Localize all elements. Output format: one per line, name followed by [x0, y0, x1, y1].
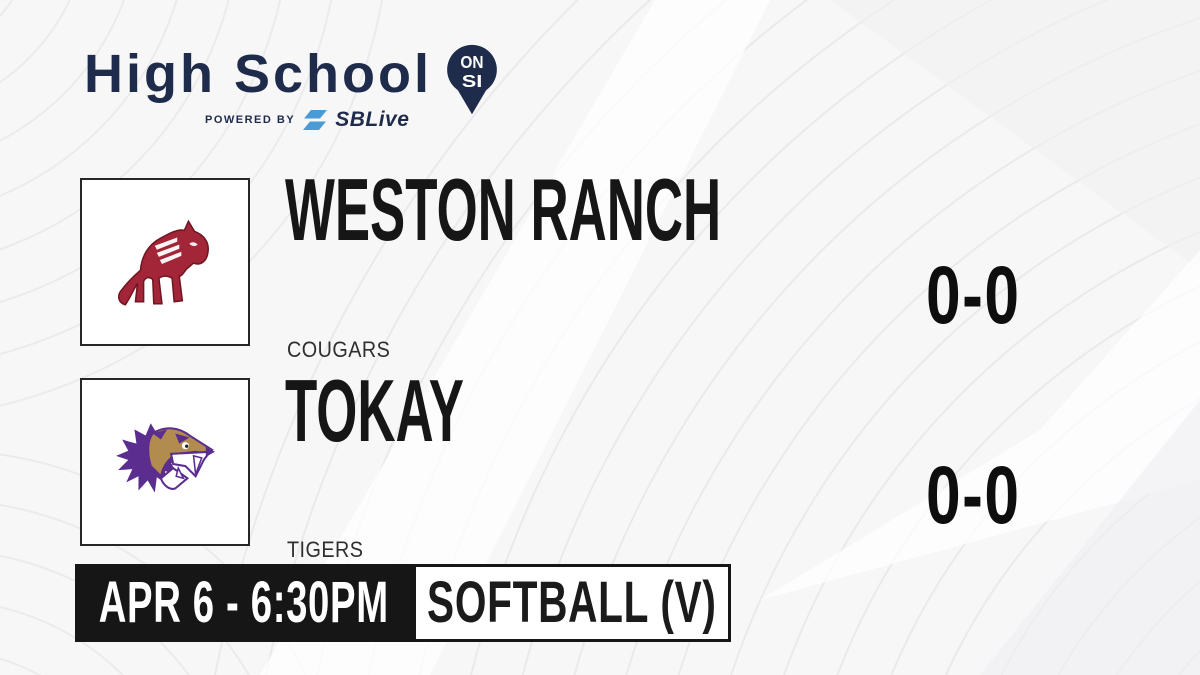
cougar-logo	[118, 219, 209, 306]
team2-mascot-text: TIGERS	[287, 537, 364, 562]
team1-name-text: WESTON RANCH	[285, 160, 722, 259]
game-datetime-text: APR 6 - 6:30PM	[98, 570, 390, 635]
team2-mascot: TIGERS	[287, 539, 372, 561]
sblive-wordmark: SBLive	[335, 108, 410, 131]
team1-name: WESTON RANCH	[285, 166, 1012, 254]
onsi-location-pin-icon: ON SI	[447, 44, 497, 115]
pin-text-on: ON	[460, 52, 483, 72]
pin-text-si: SI	[462, 71, 483, 91]
brand-wordmark: High School	[84, 44, 432, 104]
tiger-logo	[116, 423, 215, 493]
game-datetime-box: APR 6 - 6:30PM	[75, 564, 413, 642]
team2-name: TOKAY	[285, 367, 583, 455]
team1-mascot-text: COUGARS	[287, 337, 391, 362]
sport-level-box: SOFTBALL (V)	[413, 564, 731, 642]
powered-by-label: POWERED BY	[205, 114, 296, 126]
powered-by-row: POWERED BY SBLive	[205, 106, 409, 134]
team2-name-text: TOKAY	[285, 361, 465, 460]
team1-logo-box	[80, 178, 250, 346]
team2-record: 0-0	[878, 455, 1068, 537]
team2-logo-box	[80, 378, 250, 546]
team1-mascot: COUGARS	[287, 339, 402, 361]
team1-record: 0-0	[878, 255, 1068, 337]
sport-level-text: SOFTBALL (V)	[427, 570, 717, 635]
team1-record-text: 0-0	[925, 250, 1021, 341]
team2-record-text: 0-0	[925, 450, 1021, 541]
sblive-bolt-icon	[303, 110, 328, 130]
